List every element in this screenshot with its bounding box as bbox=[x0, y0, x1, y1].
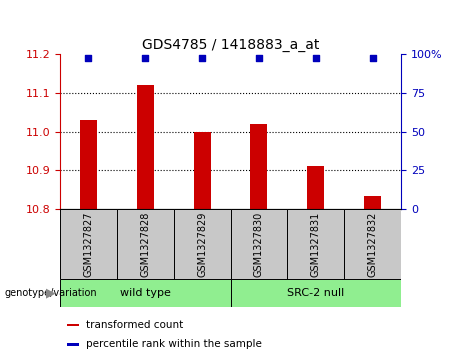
Point bbox=[198, 55, 206, 61]
Bar bbox=[136, 85, 154, 209]
Bar bbox=[364, 196, 381, 209]
Bar bbox=[80, 120, 97, 209]
Text: GSM1327829: GSM1327829 bbox=[197, 211, 207, 277]
Text: GSM1327827: GSM1327827 bbox=[83, 211, 94, 277]
Text: genotype/variation: genotype/variation bbox=[5, 288, 97, 298]
Bar bbox=[230, 209, 287, 279]
Text: GSM1327828: GSM1327828 bbox=[140, 211, 150, 277]
Point bbox=[369, 55, 376, 61]
Bar bbox=[67, 343, 79, 346]
Bar bbox=[60, 209, 117, 279]
Point bbox=[85, 55, 92, 61]
Text: transformed count: transformed count bbox=[86, 320, 183, 330]
Point bbox=[255, 55, 263, 61]
Bar bbox=[67, 324, 79, 326]
Text: GSM1327830: GSM1327830 bbox=[254, 212, 264, 277]
Text: ▶: ▶ bbox=[46, 287, 55, 299]
Bar bbox=[307, 167, 324, 209]
Bar bbox=[174, 209, 230, 279]
Point bbox=[312, 55, 319, 61]
Title: GDS4785 / 1418883_a_at: GDS4785 / 1418883_a_at bbox=[142, 38, 319, 52]
Bar bbox=[250, 124, 267, 209]
Point bbox=[142, 55, 149, 61]
Text: percentile rank within the sample: percentile rank within the sample bbox=[86, 339, 262, 350]
Bar bbox=[287, 209, 344, 279]
Bar bbox=[230, 279, 401, 307]
Text: GSM1327831: GSM1327831 bbox=[311, 212, 321, 277]
Bar bbox=[60, 279, 230, 307]
Bar bbox=[194, 132, 211, 209]
Bar bbox=[344, 209, 401, 279]
Text: GSM1327832: GSM1327832 bbox=[367, 211, 378, 277]
Text: wild type: wild type bbox=[120, 288, 171, 298]
Text: SRC-2 null: SRC-2 null bbox=[287, 288, 344, 298]
Bar bbox=[117, 209, 174, 279]
